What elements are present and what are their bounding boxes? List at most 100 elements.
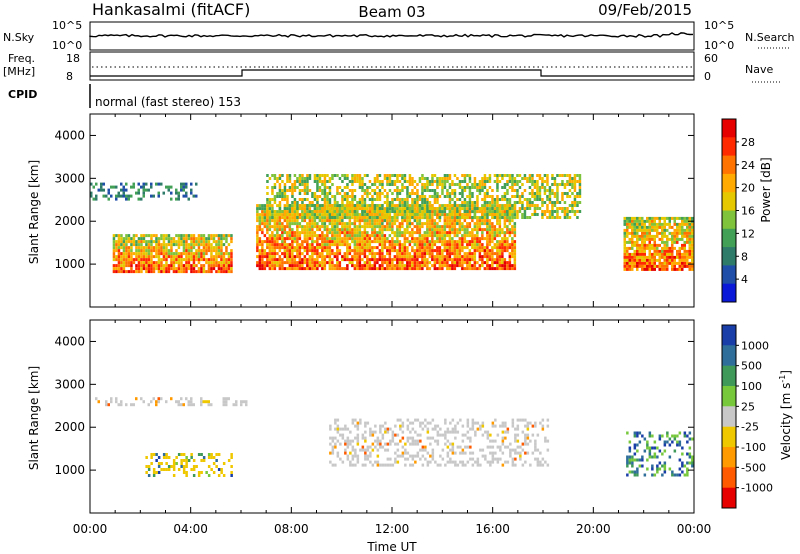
echo-cell <box>638 261 641 265</box>
echo-cell <box>386 225 389 229</box>
echo-cell <box>112 234 116 238</box>
echo-cell <box>230 258 233 262</box>
echo-cell <box>526 201 529 204</box>
echo-cell <box>383 261 387 265</box>
echo-cell <box>343 240 347 244</box>
echo-cell <box>478 228 482 232</box>
echo-cell <box>453 174 457 177</box>
echo-cell <box>338 192 342 195</box>
echo-cell <box>366 448 370 452</box>
echo-cell <box>408 174 412 177</box>
echo-cell <box>222 261 226 265</box>
echo-cell <box>433 228 437 232</box>
echo-cell <box>115 185 118 189</box>
echo-cell <box>493 258 497 262</box>
echo-cell <box>631 255 634 259</box>
echo-cell <box>107 188 110 192</box>
echo-cell <box>431 207 434 210</box>
echo-cell <box>177 400 180 404</box>
echo-cell <box>388 264 392 268</box>
echo-cell <box>283 192 287 195</box>
echo-cell <box>448 216 452 220</box>
y-tick-label: 2000 <box>54 214 85 228</box>
echo-cell <box>648 446 652 450</box>
echo-cell <box>398 225 402 229</box>
echo-cell <box>643 240 646 244</box>
echo-cell <box>513 261 517 265</box>
echo-cell <box>416 240 419 244</box>
echo-cell <box>628 440 632 444</box>
echo-cell <box>683 228 686 232</box>
echo-cell <box>107 197 110 201</box>
echo-cell <box>511 216 514 219</box>
echo-cell <box>433 174 437 177</box>
echo-cell <box>626 246 629 250</box>
echo-cell <box>393 231 397 235</box>
echo-cell <box>406 451 410 455</box>
echo-cell <box>651 261 654 265</box>
echo-cell <box>651 252 654 256</box>
echo-cell <box>361 252 364 256</box>
echo-cell <box>479 463 482 467</box>
echo-cell <box>323 177 327 180</box>
echo-cell <box>468 264 472 268</box>
echo-cell <box>473 225 477 229</box>
echo-cell <box>105 400 108 404</box>
echo-cell <box>378 231 382 235</box>
echo-cell <box>468 255 472 259</box>
echo-cell <box>323 201 327 204</box>
echo-cell <box>513 249 517 253</box>
echo-cell <box>383 267 387 271</box>
echo-cell <box>436 231 439 235</box>
echo-cell <box>306 222 309 226</box>
echo-cell <box>162 249 166 253</box>
echo-cell <box>528 216 532 219</box>
echo-cell <box>200 255 203 259</box>
echo-cell <box>323 246 327 250</box>
echo-cell <box>378 252 382 256</box>
echo-cell <box>195 252 198 256</box>
echo-cell <box>401 424 405 428</box>
echo-cell <box>130 403 133 407</box>
echo-cell <box>288 264 292 268</box>
echo-cell <box>356 249 359 253</box>
echo-cell <box>281 195 284 198</box>
echo-cell <box>531 451 535 455</box>
echo-cell <box>142 258 146 262</box>
echo-cell <box>511 210 514 214</box>
echo-cell <box>256 228 259 232</box>
echo-cell <box>222 252 226 256</box>
echo-cell <box>438 207 442 210</box>
echo-cell <box>656 222 659 226</box>
echo-cell <box>488 234 492 238</box>
echo-cell <box>486 436 490 440</box>
echo-cell <box>363 249 367 253</box>
echo-cell <box>341 210 344 213</box>
echo-cell <box>411 457 415 461</box>
echo-cell <box>207 465 211 468</box>
echo-cell <box>438 246 442 250</box>
echo-cell <box>466 264 469 268</box>
echo-cell <box>681 255 684 259</box>
echo-cell <box>668 261 671 265</box>
echo-cell <box>336 252 339 256</box>
echo-cell <box>358 228 362 232</box>
echo-cell <box>528 207 532 210</box>
echo-cell <box>278 225 282 229</box>
echo-cell <box>626 261 629 265</box>
echo-cell <box>493 207 497 211</box>
echo-cell <box>653 222 656 226</box>
echo-cell <box>406 427 410 431</box>
echo-cell <box>162 267 166 271</box>
echo-cell <box>127 194 130 198</box>
echo-cell <box>531 177 534 180</box>
echo-cell <box>336 255 339 259</box>
echo-cell <box>378 225 382 229</box>
echo-cell <box>207 234 211 238</box>
echo-cell <box>177 255 181 259</box>
echo-cell <box>296 243 299 247</box>
echo-cell <box>651 258 654 262</box>
echo-cell <box>431 231 434 235</box>
echo-cell <box>466 436 470 440</box>
echo-cell <box>130 261 133 265</box>
